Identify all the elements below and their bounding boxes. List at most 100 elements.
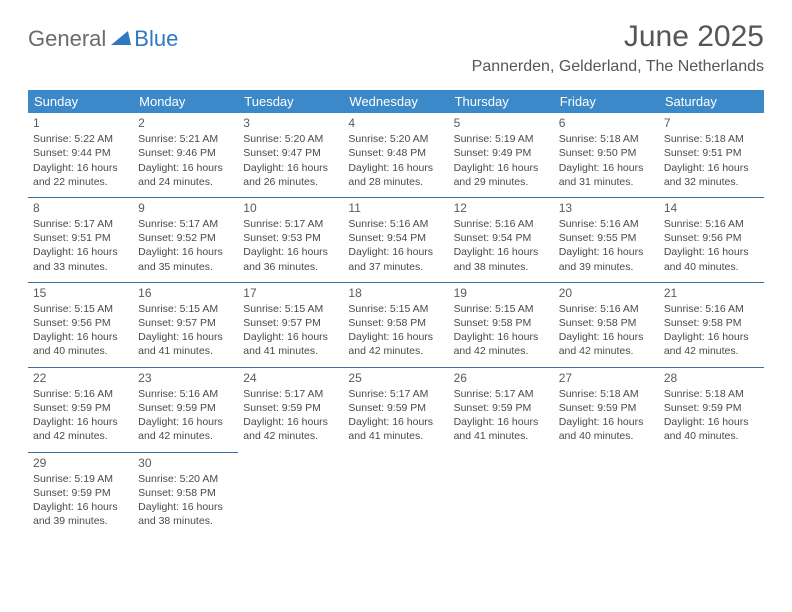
page-title: June 2025 [472, 20, 764, 54]
sunset-line: Sunset: 9:59 PM [664, 401, 759, 415]
calendar-empty-cell [343, 452, 448, 536]
sunrise-line: Sunrise: 5:17 AM [243, 217, 338, 231]
sunrise-line: Sunrise: 5:17 AM [138, 217, 233, 231]
calendar-day-cell: 10Sunrise: 5:17 AMSunset: 9:53 PMDayligh… [238, 197, 343, 282]
day-number: 10 [243, 200, 338, 216]
daylight-line: Daylight: 16 hours and 36 minutes. [243, 245, 338, 273]
daylight-line: Daylight: 16 hours and 35 minutes. [138, 245, 233, 273]
day-number: 6 [559, 115, 654, 131]
calendar-day-cell: 25Sunrise: 5:17 AMSunset: 9:59 PMDayligh… [343, 367, 448, 452]
sunrise-line: Sunrise: 5:16 AM [138, 387, 233, 401]
calendar-day-cell: 22Sunrise: 5:16 AMSunset: 9:59 PMDayligh… [28, 367, 133, 452]
calendar-day-cell: 30Sunrise: 5:20 AMSunset: 9:58 PMDayligh… [133, 452, 238, 536]
daylight-line: Daylight: 16 hours and 42 minutes. [243, 415, 338, 443]
sunset-line: Sunset: 9:56 PM [664, 231, 759, 245]
sunrise-line: Sunrise: 5:20 AM [243, 132, 338, 146]
logo-text-blue: Blue [134, 26, 178, 52]
sunrise-line: Sunrise: 5:18 AM [559, 387, 654, 401]
day-number: 15 [33, 285, 128, 301]
daylight-line: Daylight: 16 hours and 24 minutes. [138, 161, 233, 189]
sunset-line: Sunset: 9:58 PM [454, 316, 549, 330]
sunset-line: Sunset: 9:59 PM [454, 401, 549, 415]
daylight-line: Daylight: 16 hours and 39 minutes. [559, 245, 654, 273]
sunset-line: Sunset: 9:50 PM [559, 146, 654, 160]
sunset-line: Sunset: 9:58 PM [138, 486, 233, 500]
calendar-day-cell: 16Sunrise: 5:15 AMSunset: 9:57 PMDayligh… [133, 282, 238, 367]
calendar-day-cell: 13Sunrise: 5:16 AMSunset: 9:55 PMDayligh… [554, 197, 659, 282]
daylight-line: Daylight: 16 hours and 41 minutes. [454, 415, 549, 443]
sunrise-line: Sunrise: 5:20 AM [138, 472, 233, 486]
day-number: 20 [559, 285, 654, 301]
sunrise-line: Sunrise: 5:16 AM [33, 387, 128, 401]
day-number: 27 [559, 370, 654, 386]
sunrise-line: Sunrise: 5:15 AM [33, 302, 128, 316]
day-number: 25 [348, 370, 443, 386]
daylight-line: Daylight: 16 hours and 41 minutes. [243, 330, 338, 358]
calendar-day-cell: 2Sunrise: 5:21 AMSunset: 9:46 PMDaylight… [133, 113, 238, 197]
sunrise-line: Sunrise: 5:20 AM [348, 132, 443, 146]
logo-triangle-icon [111, 29, 131, 50]
daylight-line: Daylight: 16 hours and 22 minutes. [33, 161, 128, 189]
day-number: 23 [138, 370, 233, 386]
daylight-line: Daylight: 16 hours and 40 minutes. [664, 415, 759, 443]
daylight-line: Daylight: 16 hours and 29 minutes. [454, 161, 549, 189]
sunrise-line: Sunrise: 5:16 AM [664, 217, 759, 231]
calendar-day-cell: 1Sunrise: 5:22 AMSunset: 9:44 PMDaylight… [28, 113, 133, 197]
sunset-line: Sunset: 9:48 PM [348, 146, 443, 160]
day-number: 9 [138, 200, 233, 216]
calendar-empty-cell [554, 452, 659, 536]
sunset-line: Sunset: 9:59 PM [33, 401, 128, 415]
sunrise-line: Sunrise: 5:21 AM [138, 132, 233, 146]
day-number: 4 [348, 115, 443, 131]
daylight-line: Daylight: 16 hours and 40 minutes. [33, 330, 128, 358]
sunset-line: Sunset: 9:47 PM [243, 146, 338, 160]
sunrise-line: Sunrise: 5:18 AM [559, 132, 654, 146]
day-number: 24 [243, 370, 338, 386]
sunset-line: Sunset: 9:46 PM [138, 146, 233, 160]
calendar-day-cell: 3Sunrise: 5:20 AMSunset: 9:47 PMDaylight… [238, 113, 343, 197]
calendar-day-cell: 15Sunrise: 5:15 AMSunset: 9:56 PMDayligh… [28, 282, 133, 367]
sunset-line: Sunset: 9:57 PM [138, 316, 233, 330]
sunset-line: Sunset: 9:51 PM [33, 231, 128, 245]
daylight-line: Daylight: 16 hours and 41 minutes. [138, 330, 233, 358]
daylight-line: Daylight: 16 hours and 28 minutes. [348, 161, 443, 189]
weekday-header: Friday [554, 90, 659, 113]
sunrise-line: Sunrise: 5:16 AM [664, 302, 759, 316]
day-number: 26 [454, 370, 549, 386]
day-number: 21 [664, 285, 759, 301]
calendar-day-cell: 21Sunrise: 5:16 AMSunset: 9:58 PMDayligh… [659, 282, 764, 367]
day-number: 2 [138, 115, 233, 131]
logo: General Blue [28, 26, 178, 52]
day-number: 22 [33, 370, 128, 386]
day-number: 19 [454, 285, 549, 301]
day-number: 28 [664, 370, 759, 386]
daylight-line: Daylight: 16 hours and 42 minutes. [664, 330, 759, 358]
weekday-header: Thursday [449, 90, 554, 113]
calendar-week-row: 15Sunrise: 5:15 AMSunset: 9:56 PMDayligh… [28, 282, 764, 367]
calendar-day-cell: 20Sunrise: 5:16 AMSunset: 9:58 PMDayligh… [554, 282, 659, 367]
day-number: 11 [348, 200, 443, 216]
sunrise-line: Sunrise: 5:15 AM [138, 302, 233, 316]
calendar-day-cell: 24Sunrise: 5:17 AMSunset: 9:59 PMDayligh… [238, 367, 343, 452]
calendar-day-cell: 14Sunrise: 5:16 AMSunset: 9:56 PMDayligh… [659, 197, 764, 282]
header: General Blue June 2025 Pannerden, Gelder… [28, 20, 764, 76]
calendar-day-cell: 4Sunrise: 5:20 AMSunset: 9:48 PMDaylight… [343, 113, 448, 197]
sunrise-line: Sunrise: 5:15 AM [348, 302, 443, 316]
calendar-week-row: 8Sunrise: 5:17 AMSunset: 9:51 PMDaylight… [28, 197, 764, 282]
sunrise-line: Sunrise: 5:18 AM [664, 132, 759, 146]
sunset-line: Sunset: 9:58 PM [559, 316, 654, 330]
sunset-line: Sunset: 9:59 PM [138, 401, 233, 415]
day-number: 18 [348, 285, 443, 301]
calendar-day-cell: 7Sunrise: 5:18 AMSunset: 9:51 PMDaylight… [659, 113, 764, 197]
weekday-header: Sunday [28, 90, 133, 113]
sunset-line: Sunset: 9:52 PM [138, 231, 233, 245]
sunset-line: Sunset: 9:57 PM [243, 316, 338, 330]
daylight-line: Daylight: 16 hours and 42 minutes. [454, 330, 549, 358]
day-number: 5 [454, 115, 549, 131]
sunset-line: Sunset: 9:59 PM [559, 401, 654, 415]
sunrise-line: Sunrise: 5:18 AM [664, 387, 759, 401]
sunrise-line: Sunrise: 5:22 AM [33, 132, 128, 146]
calendar-body: 1Sunrise: 5:22 AMSunset: 9:44 PMDaylight… [28, 113, 764, 536]
sunset-line: Sunset: 9:59 PM [243, 401, 338, 415]
calendar-day-cell: 5Sunrise: 5:19 AMSunset: 9:49 PMDaylight… [449, 113, 554, 197]
